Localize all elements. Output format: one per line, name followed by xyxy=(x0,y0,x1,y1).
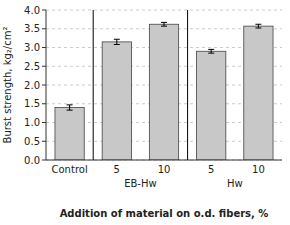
error-cap xyxy=(67,104,73,105)
error-cap xyxy=(208,49,214,50)
grid-line xyxy=(46,160,282,161)
tick-label: 1.5 xyxy=(24,98,40,109)
tick-label: 0.5 xyxy=(24,136,40,147)
error-line xyxy=(164,22,165,26)
error-line xyxy=(116,39,117,44)
grid-line xyxy=(46,10,282,11)
tick-label: 3.0 xyxy=(24,42,40,53)
error-cap xyxy=(255,28,261,29)
error-bar xyxy=(208,49,214,53)
error-line xyxy=(258,24,259,28)
error-bar xyxy=(161,22,167,26)
category-label: 10 xyxy=(252,164,265,175)
group-label: EB-Hw xyxy=(124,178,157,189)
tick-mark xyxy=(42,47,46,48)
tick-label: 4.0 xyxy=(24,5,40,16)
tick-label: 0.0 xyxy=(24,155,40,166)
category-label: 10 xyxy=(158,164,171,175)
x-axis-label: Addition of material on o.d. fibers, % xyxy=(60,208,269,219)
x-axis xyxy=(46,160,282,161)
error-cap xyxy=(114,39,120,40)
error-cap xyxy=(255,24,261,25)
bar xyxy=(197,51,226,160)
tick-label: 2.0 xyxy=(24,80,40,91)
tick-label: 1.0 xyxy=(24,117,40,128)
group-separator xyxy=(187,10,188,160)
bar xyxy=(102,42,131,160)
tick-mark xyxy=(42,160,46,161)
tick-mark xyxy=(42,85,46,86)
group-label: Hw xyxy=(227,178,243,189)
error-cap xyxy=(161,22,167,23)
error-line xyxy=(69,105,70,110)
error-cap xyxy=(208,53,214,54)
category-label: 5 xyxy=(114,164,120,175)
error-bar xyxy=(114,39,120,44)
error-cap xyxy=(161,26,167,27)
error-bar xyxy=(255,24,261,28)
tick-mark xyxy=(42,141,46,142)
bar xyxy=(244,26,273,160)
plot-area xyxy=(55,22,273,160)
tick-mark xyxy=(42,10,46,11)
bar xyxy=(149,24,178,160)
y-axis-label: Burst strength, kg₂/cm² xyxy=(2,27,13,144)
category-label: 5 xyxy=(208,164,214,175)
tick-mark xyxy=(42,103,46,104)
error-bar xyxy=(67,105,73,110)
chart: 0.0 0.5 1.0 1.5 2.0 2.5 3.0 3.5 4.0 Control 5 10 5 10… xyxy=(0,0,290,225)
tick-mark xyxy=(42,66,46,67)
tick-mark xyxy=(42,28,46,29)
tick-label: 3.5 xyxy=(24,23,40,34)
group-separator xyxy=(93,10,94,160)
y-axis xyxy=(46,10,47,160)
error-cap xyxy=(67,110,73,111)
error-line xyxy=(211,49,212,53)
tick-mark xyxy=(42,122,46,123)
tick-label: 2.5 xyxy=(24,61,40,72)
category-label: Control xyxy=(52,164,88,175)
error-cap xyxy=(114,44,120,45)
bar xyxy=(55,108,84,161)
